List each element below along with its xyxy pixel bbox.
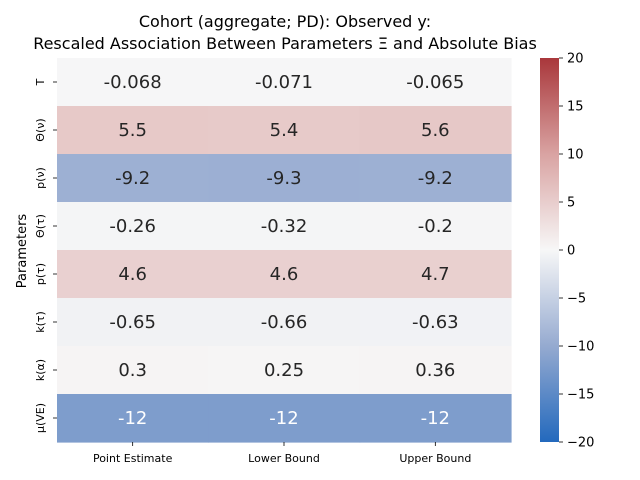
cell-value-label: -9.2 xyxy=(115,168,150,189)
colorbar xyxy=(540,58,559,442)
chart-title-line-1: Cohort (aggregate; PD): Observed y: xyxy=(138,12,432,31)
cell-value-label: 4.6 xyxy=(118,264,147,285)
cell-value-label: -0.068 xyxy=(104,72,162,93)
y-tick-labels: T Θ(ν) p(ν) Θ(τ) p(τ) k(τ) k(α) μ(VE) xyxy=(34,78,57,433)
cell-value-label: 5.5 xyxy=(118,120,147,141)
heatmap-cell xyxy=(57,202,209,251)
cell-value-label: 0.3 xyxy=(118,360,147,381)
colorbar-ticks: 20 15 10 5 0 −5 −10 −15 −20 xyxy=(559,52,594,451)
heatmap-cell xyxy=(57,250,209,299)
colorbar-tick-label: 5 xyxy=(567,196,575,211)
heatmap-cell xyxy=(57,298,209,347)
x-tick-label: Upper Bound xyxy=(399,452,471,465)
cell-value-label: -12 xyxy=(118,408,147,429)
cell-value-label: 5.6 xyxy=(421,120,450,141)
cell-value-label: 0.25 xyxy=(264,360,304,381)
heatmap-cell xyxy=(208,394,361,443)
heatmap-cell xyxy=(57,154,209,203)
heatmap-cell xyxy=(208,154,361,203)
y-axis-label: Parameters xyxy=(15,214,30,289)
heatmap-cell xyxy=(208,58,361,107)
cell-value-label: 5.4 xyxy=(270,120,299,141)
cell-value-label: -0.63 xyxy=(412,312,459,333)
colorbar-tick-label: 0 xyxy=(567,244,575,259)
y-tick-label: Θ(τ) xyxy=(34,214,47,238)
cell-value-label: -0.2 xyxy=(418,216,453,237)
cell-value-label: -12 xyxy=(421,408,450,429)
y-tick-label: p(τ) xyxy=(34,263,47,285)
heatmap-cell xyxy=(208,346,361,395)
cell-value-label: -0.65 xyxy=(109,312,156,333)
colorbar-tick-label: 10 xyxy=(567,148,584,163)
x-tick-labels: Point Estimate Lower Bound Upper Bound xyxy=(93,442,471,465)
cell-value-label: 4.7 xyxy=(421,264,450,285)
y-tick-label: Θ(ν) xyxy=(34,118,47,141)
heatmap-cell xyxy=(57,106,209,155)
colorbar-tick-label: −20 xyxy=(567,436,594,451)
y-tick-label: μ(VE) xyxy=(34,403,47,433)
colorbar-tick-label: −15 xyxy=(567,388,594,403)
cell-value-label: 4.6 xyxy=(270,264,299,285)
heatmap-cell xyxy=(359,394,512,443)
cell-value-label: -0.065 xyxy=(406,72,464,93)
heatmap-cells: -0.068 -0.071 -0.065 5.5 5.4 5.6 -9.2 -9.3 -9.2 -… xyxy=(57,58,512,443)
colorbar-tick-label: −10 xyxy=(567,340,594,355)
x-tick-label: Point Estimate xyxy=(93,452,173,465)
y-tick-label: k(τ) xyxy=(34,311,47,333)
cell-value-label: 0.36 xyxy=(415,360,455,381)
heatmap-cell xyxy=(359,106,512,155)
cell-value-label: -0.26 xyxy=(109,216,156,237)
cell-value-label: -0.071 xyxy=(255,72,313,93)
heatmap-cell xyxy=(57,58,209,107)
cell-value-label: -12 xyxy=(269,408,298,429)
chart-title-line-2: Rescaled Association Between Parameters … xyxy=(33,34,537,53)
heatmap-cell xyxy=(208,250,361,299)
cell-value-label: -0.66 xyxy=(261,312,308,333)
colorbar-tick-label: 15 xyxy=(567,100,584,115)
heatmap-cell xyxy=(359,202,512,251)
heatmap-cell xyxy=(57,394,209,443)
heatmap-cell xyxy=(208,106,361,155)
heatmap-cell xyxy=(208,298,361,347)
y-tick-label: T xyxy=(34,78,47,86)
y-tick-label: k(α) xyxy=(34,359,47,381)
colorbar-tick-label: 20 xyxy=(567,52,584,67)
cell-value-label: -9.3 xyxy=(266,168,301,189)
heatmap-cell xyxy=(359,250,512,299)
x-tick-label: Lower Bound xyxy=(248,452,320,465)
heatmap-cell xyxy=(208,202,361,251)
heatmap-cell xyxy=(57,346,209,395)
heatmap-cell xyxy=(359,298,512,347)
cell-value-label: -0.32 xyxy=(261,216,308,237)
heatmap-cell xyxy=(359,346,512,395)
colorbar-tick-label: −5 xyxy=(567,292,586,307)
heatmap-cell xyxy=(359,58,512,107)
heatmap-cell xyxy=(359,154,512,203)
cell-value-label: -9.2 xyxy=(418,168,453,189)
y-tick-label: p(ν) xyxy=(34,167,47,189)
